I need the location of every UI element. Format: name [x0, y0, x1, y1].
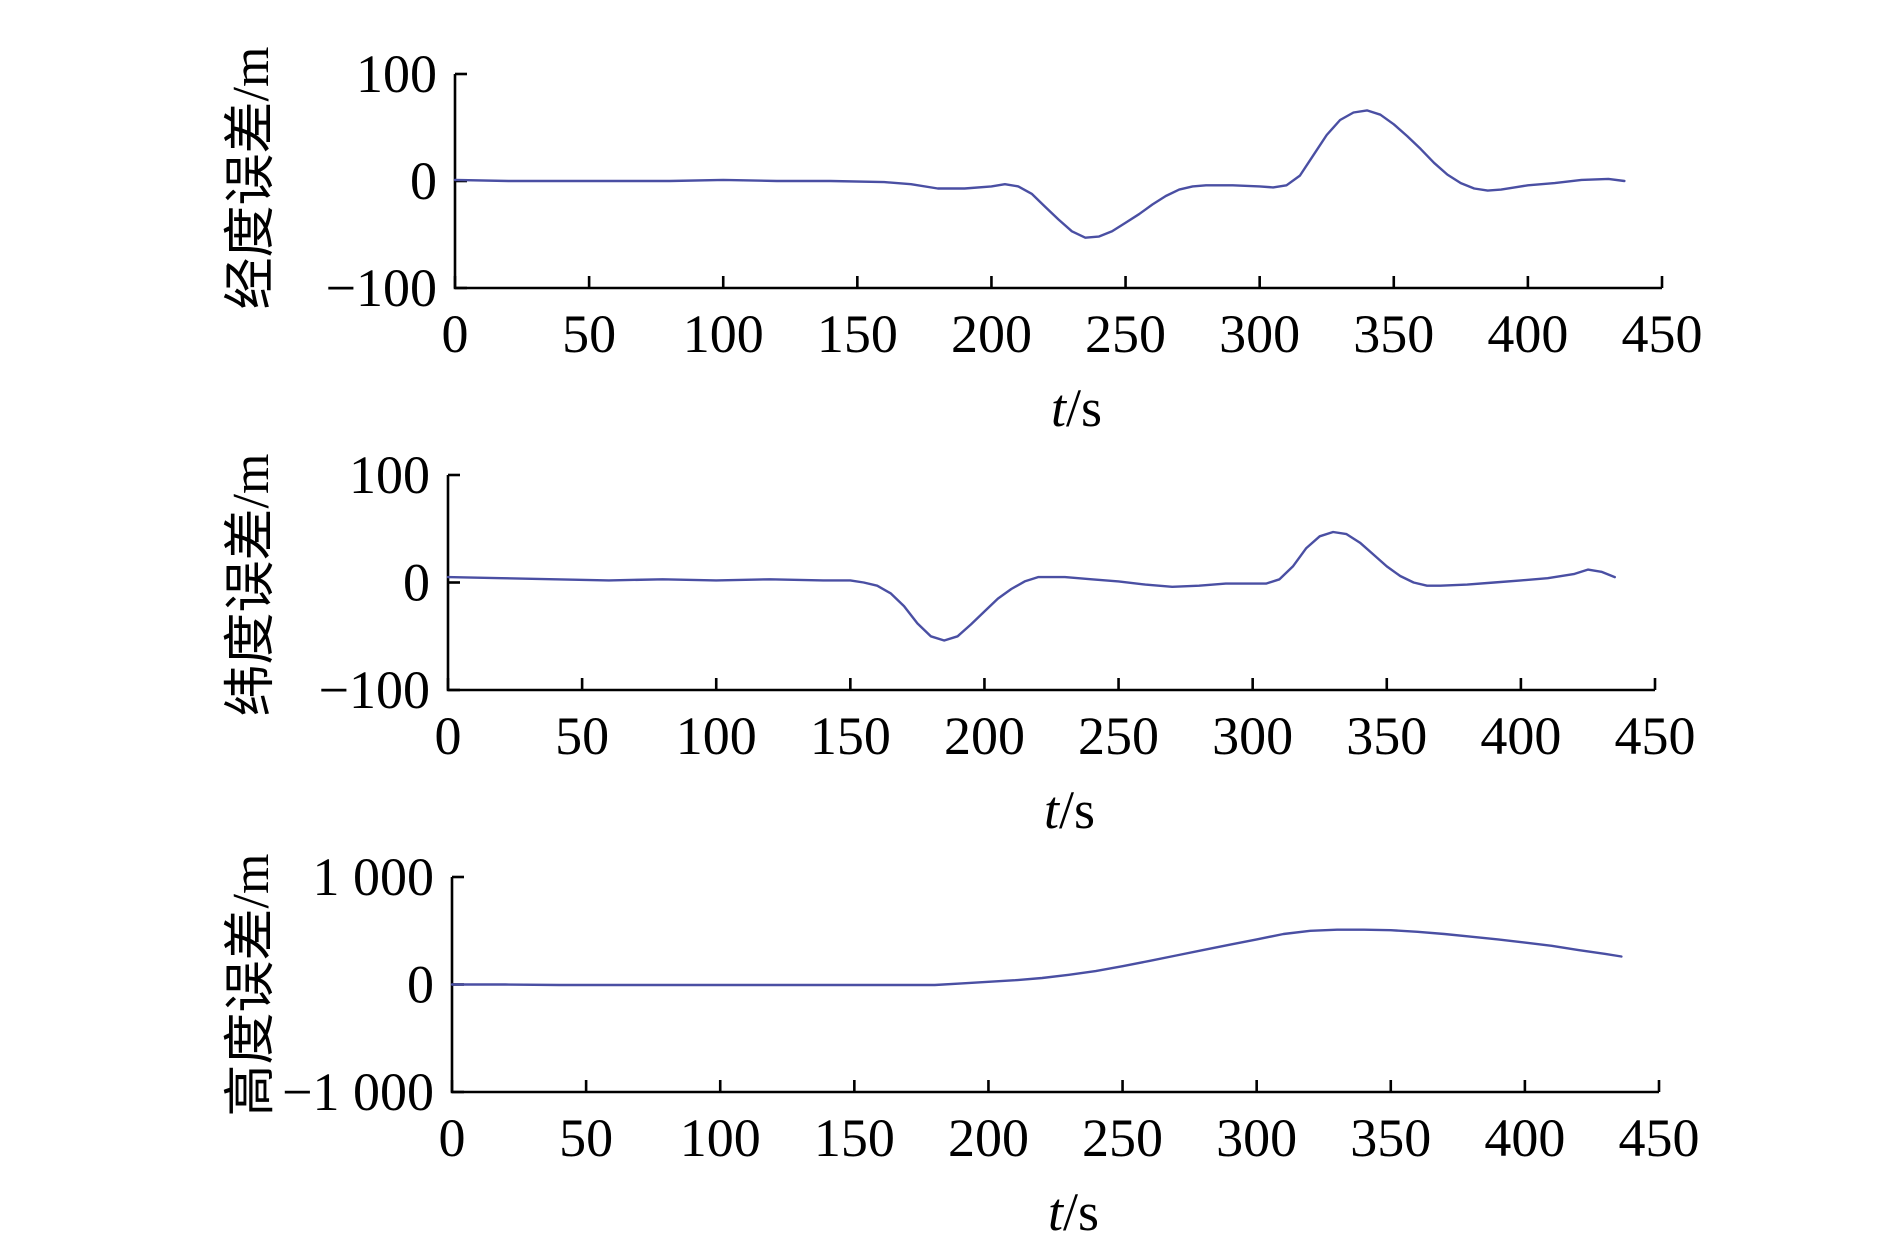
x-tick-label: 150 — [817, 304, 898, 364]
x-tick-label: 150 — [814, 1108, 895, 1168]
x-tick-label: 200 — [948, 1108, 1029, 1168]
x-axis-label-unit: /s — [1063, 1182, 1099, 1242]
x-tick-label: 300 — [1212, 706, 1293, 766]
x-tick-label: 50 — [562, 304, 616, 364]
error-series-line — [450, 928, 1623, 987]
x-tick-label: 50 — [555, 706, 609, 766]
x-tick-label: 200 — [944, 706, 1025, 766]
x-tick-label: 100 — [676, 706, 757, 766]
x-tick-label: 200 — [951, 304, 1032, 364]
x-tick-label: 100 — [683, 304, 764, 364]
x-axis-label-unit: /s — [1059, 780, 1095, 840]
x-tick-label: 50 — [559, 1108, 613, 1168]
x-tick-label: 100 — [680, 1108, 761, 1168]
x-tick-label: 0 — [442, 304, 469, 364]
x-axis-label: t/s — [1044, 780, 1095, 840]
x-tick-label: 400 — [1480, 706, 1561, 766]
y-axis-label: 经度误差/m — [223, 47, 280, 310]
error-series-line — [453, 109, 1626, 239]
x-tick-label: 450 — [1615, 706, 1696, 766]
x-tick-label: 400 — [1484, 1108, 1565, 1168]
x-tick-label: 450 — [1619, 1108, 1700, 1168]
x-tick-label: 250 — [1082, 1108, 1163, 1168]
x-tick-label: 250 — [1078, 706, 1159, 766]
y-axis-label: 纬度误差/m — [223, 454, 280, 717]
x-tick-label: 300 — [1219, 304, 1300, 364]
x-axis-label-variable: t — [1044, 780, 1061, 840]
x-tick-label: 350 — [1346, 706, 1427, 766]
error-series-line — [446, 530, 1617, 642]
x-tick-label: 450 — [1622, 304, 1703, 364]
y-tick-label: −1 000 — [282, 1062, 434, 1122]
x-axis-label: t/s — [1051, 378, 1102, 438]
x-axis-label-unit: /s — [1066, 378, 1102, 438]
y-tick-label: 0 — [410, 151, 437, 211]
x-tick-label: 0 — [435, 706, 462, 766]
x-axis-label-variable: t — [1048, 1182, 1065, 1242]
y-tick-label: 100 — [356, 44, 437, 104]
longitude-error-chart: 0 50 100 150 200 250 300 350 400 450−1000100经度误差/… — [223, 44, 1703, 438]
x-tick-label: 150 — [810, 706, 891, 766]
x-tick-label: 350 — [1350, 1108, 1431, 1168]
y-tick-label: 1 000 — [313, 847, 435, 907]
x-tick-label: 300 — [1216, 1108, 1297, 1168]
x-axis-label-variable: t — [1051, 378, 1068, 438]
y-tick-label: 100 — [349, 445, 430, 505]
y-tick-label: −100 — [326, 258, 437, 318]
x-tick-label: 400 — [1487, 304, 1568, 364]
y-axis-label: 高度误差/m — [223, 854, 280, 1117]
x-tick-label: 0 — [439, 1108, 466, 1168]
latitude-error-chart: 0 50 100 150 200 250 300 350 400 450−1000100纬度误差/… — [223, 445, 1696, 840]
y-tick-label: −100 — [319, 660, 430, 720]
x-tick-label: 250 — [1085, 304, 1166, 364]
y-tick-label: 0 — [403, 553, 430, 613]
x-tick-label: 350 — [1353, 304, 1434, 364]
x-axis-label: t/s — [1048, 1182, 1099, 1242]
y-tick-label: 0 — [407, 955, 434, 1015]
axis-spines — [446, 475, 1655, 692]
